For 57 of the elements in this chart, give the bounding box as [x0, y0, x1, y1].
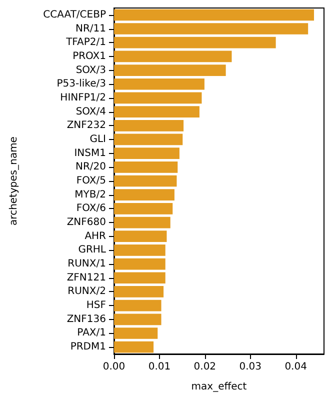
bar: [114, 120, 184, 132]
y-tick-label: PAX/1: [77, 328, 106, 339]
bar: [114, 300, 162, 312]
y-tick-label: NR/20: [75, 162, 106, 173]
y-tick-label: RUNX/1: [68, 258, 106, 270]
y-tick-label: NR/11: [75, 23, 106, 34]
x-tick-label: 0.03: [239, 362, 262, 372]
y-tick-label: GLI: [90, 134, 106, 145]
y-tick-label: ZNF232: [66, 120, 106, 132]
y-tick-label: PROX1: [72, 50, 106, 62]
y-tick-label: PRDM1: [70, 342, 106, 353]
x-axis-title: max_effect: [191, 382, 247, 392]
y-tick-label: FOX/5: [76, 176, 106, 186]
y-tick-label: FOX/6: [76, 203, 106, 214]
bar: [114, 134, 183, 146]
bar: [114, 189, 174, 201]
bar: [114, 230, 167, 242]
bar: [114, 314, 162, 326]
y-tick-label: ZFN121: [66, 272, 106, 284]
y-tick-label: AHR: [84, 230, 106, 242]
bar: [114, 341, 154, 353]
bar: [114, 106, 200, 118]
y-tick-label: SOX/3: [76, 64, 106, 76]
y-tick-label: CCAAT/CEBP: [43, 9, 106, 20]
bar: [114, 92, 202, 104]
bar: [114, 36, 276, 48]
bar: [114, 216, 170, 228]
y-tick-label: INSM1: [74, 148, 106, 159]
y-tick-label: SOX/4: [76, 106, 106, 118]
bar: [114, 23, 308, 34]
y-tick-label: HSF: [86, 300, 106, 312]
y-tick-label: P53-like/3: [56, 78, 106, 90]
bar: [114, 50, 232, 62]
bar: [114, 328, 158, 339]
bar: [114, 64, 226, 76]
y-tick-label: RUNX/2: [68, 286, 106, 298]
bar: [114, 175, 177, 187]
bar: [114, 286, 164, 298]
bar: [114, 272, 166, 284]
y-tick-label: TFAP2/1: [65, 37, 106, 48]
bar: [114, 258, 166, 270]
y-tick-label: GRHL: [78, 244, 106, 256]
bar: [114, 148, 180, 159]
y-axis-title: archetypes_name: [8, 136, 20, 226]
bar: [114, 203, 173, 214]
y-tick-label: ZNF136: [66, 314, 106, 325]
y-tick-label: MYB/2: [74, 189, 106, 200]
y-tick-label: HINFP1/2: [60, 92, 106, 104]
x-tick-label: 0.01: [148, 362, 171, 372]
bar: [114, 161, 178, 173]
x-tick-label: 0.02: [194, 362, 216, 372]
bar: [114, 244, 166, 256]
bar: [114, 9, 314, 21]
y-tick-label: ZNF680: [66, 217, 106, 228]
x-tick-label: 0.00: [102, 362, 126, 372]
x-tick-label: 0.04: [284, 362, 307, 372]
bar: [114, 78, 204, 90]
